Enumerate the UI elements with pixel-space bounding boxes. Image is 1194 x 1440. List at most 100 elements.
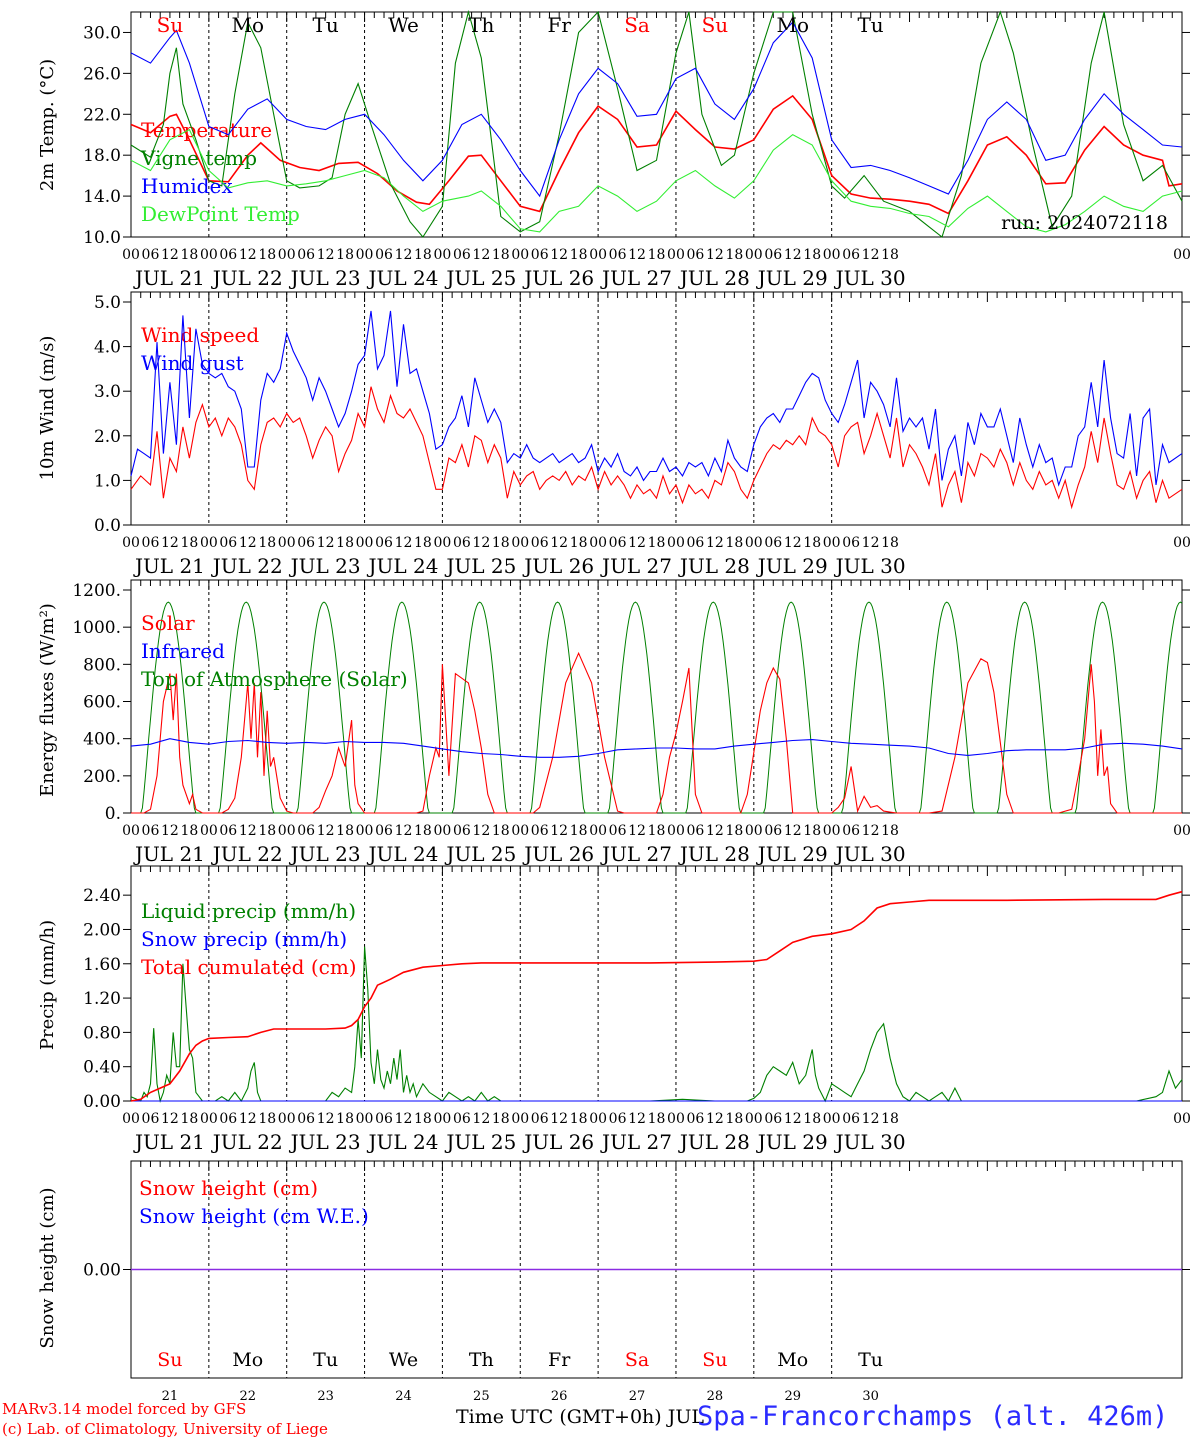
y-tick-label: 0.80 bbox=[83, 1023, 121, 1043]
x-hour-label: 00 bbox=[745, 1111, 763, 1127]
legend-entry: DewPoint Temp bbox=[141, 202, 300, 226]
x-date-label: JUL 24 bbox=[366, 266, 438, 290]
x-date-label: JUL 30 bbox=[834, 842, 906, 866]
x-date-label: JUL 22 bbox=[211, 842, 283, 866]
x-hour-label: 12 bbox=[628, 247, 646, 263]
x-date-label: JUL 26 bbox=[522, 842, 594, 866]
x-hour-label: 00 bbox=[1173, 823, 1191, 839]
x-hour-label: 18 bbox=[414, 823, 432, 839]
x-hour-label: 18 bbox=[725, 1111, 743, 1127]
legend-entry: Infrared bbox=[141, 639, 225, 663]
x-hour-label: 06 bbox=[453, 1111, 471, 1127]
x-hour-label: 00 bbox=[1173, 535, 1191, 551]
legend-entry: Temperature bbox=[141, 118, 272, 142]
x-date-label: JUL 30 bbox=[834, 266, 906, 290]
weekday-label: Tu bbox=[313, 13, 339, 37]
x-hour-label: 12 bbox=[706, 535, 724, 551]
x-hour-label: 18 bbox=[803, 535, 821, 551]
x-hour-label: 00 bbox=[200, 247, 218, 263]
x-date-label: JUL 25 bbox=[444, 1130, 516, 1154]
x-hour-label: 18 bbox=[258, 247, 276, 263]
x-hour-label: 00 bbox=[511, 535, 529, 551]
weekday-label: We bbox=[388, 13, 419, 37]
x-hour-label: 18 bbox=[881, 247, 899, 263]
weekday-label: Fr bbox=[547, 13, 571, 37]
x-hour-label: 06 bbox=[375, 247, 393, 263]
x-date-label: JUL 29 bbox=[756, 1130, 828, 1154]
y-tick-label: 400. bbox=[83, 730, 121, 750]
y-tick-label: 5.0 bbox=[94, 293, 121, 313]
legend-entry: Total cumulated (cm) bbox=[141, 955, 357, 979]
x-hour-label: 00 bbox=[511, 1111, 529, 1127]
x-hour-label: 00 bbox=[667, 247, 685, 263]
x-hour-label: 00 bbox=[122, 535, 140, 551]
x-hour-label: 12 bbox=[550, 1111, 568, 1127]
x-hour-label: 18 bbox=[492, 535, 510, 551]
x-hour-label: 12 bbox=[784, 1111, 802, 1127]
x-hour-label: 06 bbox=[531, 1111, 549, 1127]
x-hour-label: 00 bbox=[356, 1111, 374, 1127]
weekday-label: Th bbox=[468, 13, 494, 37]
x-hour-label: 00 bbox=[1173, 247, 1191, 263]
x-date-label: JUL 28 bbox=[678, 842, 750, 866]
x-hour-label: 00 bbox=[122, 247, 140, 263]
legend-entry: Top of Atmosphere (Solar) bbox=[141, 667, 408, 691]
x-hour-label: 12 bbox=[161, 1111, 179, 1127]
x-hour-label: 18 bbox=[414, 247, 432, 263]
x-hour-label: 00 bbox=[589, 535, 607, 551]
x-hour-label: 06 bbox=[142, 823, 160, 839]
x-hour-label: 18 bbox=[336, 823, 354, 839]
x-hour-label: 12 bbox=[706, 247, 724, 263]
x-hour-label: 18 bbox=[258, 823, 276, 839]
x-date-label: JUL 22 bbox=[211, 554, 283, 578]
y-tick-label: 0. bbox=[105, 804, 121, 824]
x-hour-label: 00 bbox=[122, 1111, 140, 1127]
series-line-humidex bbox=[130, 21, 1183, 198]
y-tick-label: 3.0 bbox=[94, 382, 121, 402]
series-line-dewpoint-temp bbox=[130, 128, 1183, 233]
x-hour-label: 00 bbox=[589, 247, 607, 263]
x-hour-label: 00 bbox=[433, 247, 451, 263]
x-hour-label: 00 bbox=[278, 247, 296, 263]
x-hour-label: 12 bbox=[472, 535, 490, 551]
y-tick-label: 800. bbox=[83, 655, 121, 675]
y-tick-label: 30.0 bbox=[83, 23, 121, 43]
x-hour-label: 06 bbox=[687, 535, 705, 551]
x-hour-label: 18 bbox=[725, 823, 743, 839]
x-hour-label: 06 bbox=[842, 247, 860, 263]
x-hour-label: 18 bbox=[803, 823, 821, 839]
x-hour-label: 12 bbox=[784, 823, 802, 839]
x-hour-label: 12 bbox=[784, 247, 802, 263]
x-hour-label: 00 bbox=[823, 247, 841, 263]
day-number-label: 28 bbox=[707, 1389, 724, 1404]
x-hour-label: 06 bbox=[609, 535, 627, 551]
x-date-label: JUL 27 bbox=[600, 266, 672, 290]
panel-frame-1 bbox=[130, 291, 1183, 526]
panel-frame-2 bbox=[130, 579, 1183, 814]
day-number-label: 21 bbox=[162, 1389, 179, 1404]
x-hour-label: 12 bbox=[317, 247, 335, 263]
x-date-label: JUL 24 bbox=[366, 1130, 438, 1154]
x-axis-title: Time UTC (GMT+0h) JUL bbox=[456, 1406, 704, 1428]
y-tick-label: 0.00 bbox=[83, 1092, 121, 1112]
x-hour-label: 12 bbox=[628, 535, 646, 551]
x-date-label: JUL 21 bbox=[133, 1130, 205, 1154]
x-hour-label: 12 bbox=[550, 823, 568, 839]
x-date-label: JUL 22 bbox=[211, 1130, 283, 1154]
weekday-label: Mo bbox=[232, 1349, 263, 1371]
x-hour-label: 18 bbox=[803, 247, 821, 263]
weekday-label: Sa bbox=[625, 1349, 649, 1371]
x-hour-label: 00 bbox=[356, 823, 374, 839]
x-hour-label: 12 bbox=[862, 535, 880, 551]
x-hour-label: 12 bbox=[472, 823, 490, 839]
x-hour-label: 18 bbox=[180, 823, 198, 839]
x-hour-label: 00 bbox=[356, 247, 374, 263]
x-hour-label: 06 bbox=[219, 535, 237, 551]
x-date-label: JUL 26 bbox=[522, 1130, 594, 1154]
x-hour-label: 18 bbox=[570, 1111, 588, 1127]
x-date-label: JUL 28 bbox=[678, 554, 750, 578]
x-hour-label: 06 bbox=[219, 1111, 237, 1127]
x-date-label: JUL 30 bbox=[834, 554, 906, 578]
day-number-label: 24 bbox=[395, 1389, 412, 1404]
legend-entry: Snow height (cm W.E.) bbox=[139, 1204, 369, 1228]
